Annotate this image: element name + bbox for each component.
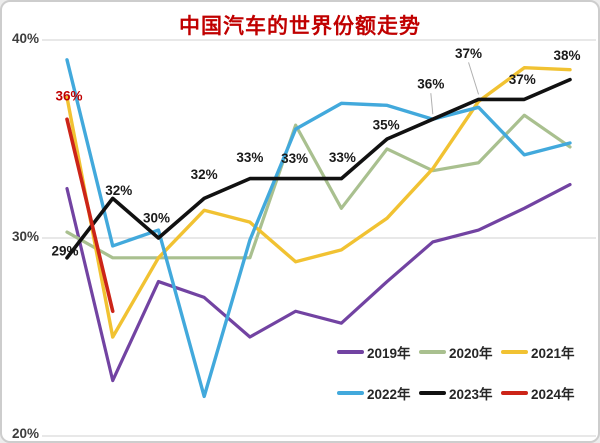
legend-label-2023年: 2023年	[449, 387, 493, 402]
series-line-2024年	[65, 117, 115, 314]
data-label-2023年: 36%	[417, 77, 444, 92]
chart-title: 中国汽车的世界份额走势	[179, 15, 421, 38]
legend-item-2020年: 2020年	[419, 342, 501, 362]
legend-swatch-2021年	[501, 350, 528, 354]
data-label-2024年: 36%	[55, 89, 82, 104]
data-label-2023年: 33%	[236, 150, 263, 165]
data-label-2023年: 35%	[373, 118, 400, 133]
legend-swatch-2023年	[419, 391, 446, 395]
legend-item-2023年: 2023年	[419, 383, 501, 403]
legend-swatch-2022年	[337, 391, 364, 395]
legend-swatch-2020年	[419, 350, 446, 354]
data-label-2023年: 37%	[455, 46, 482, 61]
legend-row-2: 2022年 2023年 2024年	[337, 383, 583, 403]
data-label-2023年: 32%	[191, 167, 218, 182]
legend-label-2024年: 2024年	[531, 387, 575, 402]
data-label-2023年: 33%	[329, 150, 356, 165]
legend-swatch-2024年	[501, 391, 528, 395]
legend-swatch-2019年	[337, 350, 364, 354]
series-line-2023年	[65, 77, 572, 260]
series-line-2020年	[65, 113, 572, 260]
legend-label-2019年: 2019年	[367, 346, 411, 361]
series-line-2021年	[65, 66, 572, 339]
data-label-2023年: 37%	[509, 72, 536, 87]
data-label-2023年: 32%	[105, 183, 132, 198]
chart-legend: 2019年 2020年 2021年 2022年 2023年 2024年	[337, 344, 583, 426]
label-leader-line	[468, 62, 480, 95]
y-axis-tick-40: 40%	[12, 31, 40, 46]
legend-label-2021年: 2021年	[531, 346, 575, 361]
label-leader-line	[430, 93, 434, 115]
y-axis-tick-20: 20%	[12, 426, 40, 441]
data-label-2023年: 38%	[553, 48, 580, 63]
data-label-2023年: 29%	[51, 243, 78, 258]
legend-item-2021年: 2021年	[501, 342, 583, 362]
legend-item-2019年: 2019年	[337, 342, 419, 362]
data-label-2023年: 33%	[281, 151, 308, 166]
legend-label-2020年: 2020年	[449, 346, 493, 361]
series-line-2019年	[65, 182, 572, 383]
y-axis-tick-30: 30%	[12, 229, 40, 244]
legend-item-2022年: 2022年	[337, 383, 419, 403]
legend-item-2024年: 2024年	[501, 383, 583, 403]
data-label-2023年: 30%	[143, 211, 170, 226]
legend-label-2022年: 2022年	[367, 387, 411, 402]
legend-row-1: 2019年 2020年 2021年	[337, 342, 583, 362]
